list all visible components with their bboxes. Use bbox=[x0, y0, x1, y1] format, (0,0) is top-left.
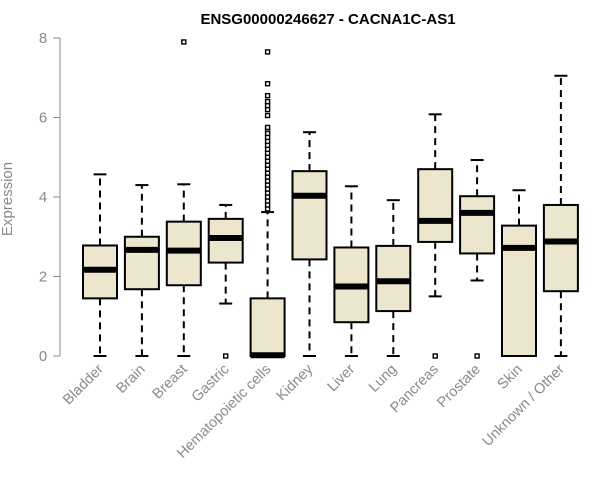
y-tick-label: 6 bbox=[39, 110, 47, 127]
box-group bbox=[417, 113, 454, 359]
outlier-point bbox=[264, 92, 271, 99]
box-iqr bbox=[123, 235, 160, 291]
outlier-point bbox=[264, 112, 271, 119]
box-iqr bbox=[542, 203, 579, 293]
outlier-point bbox=[181, 39, 187, 45]
x-tick-label: Breast bbox=[150, 362, 191, 403]
y-axis-label: Expression bbox=[0, 162, 16, 236]
box-group bbox=[123, 184, 160, 357]
outlier-point bbox=[264, 124, 271, 131]
y-tick-label: 2 bbox=[39, 269, 47, 286]
outlier-point bbox=[432, 353, 438, 359]
box-iqr bbox=[459, 195, 496, 255]
x-tick-label: Lung bbox=[366, 362, 400, 396]
box-group bbox=[82, 173, 118, 357]
outlier-point bbox=[222, 353, 229, 359]
box-group bbox=[375, 199, 412, 357]
y-axis: 0 2 4 6 8 bbox=[39, 30, 61, 365]
box-group bbox=[165, 39, 202, 357]
chart-title: ENSG00000246627 - CACNA1C-AS1 bbox=[200, 11, 455, 28]
outlier-point bbox=[264, 49, 271, 55]
box-group bbox=[333, 185, 370, 357]
box-group bbox=[459, 159, 496, 359]
box-group bbox=[291, 131, 328, 357]
outlier-point bbox=[264, 81, 271, 87]
y-tick-label: 4 bbox=[39, 189, 47, 206]
box-iqr bbox=[291, 170, 328, 261]
y-tick-label: 8 bbox=[39, 30, 47, 47]
box-iqr bbox=[249, 297, 286, 357]
outlier-point bbox=[264, 98, 271, 105]
y-tick-label: 0 bbox=[39, 348, 47, 365]
x-tick-label: Bladder bbox=[60, 361, 107, 408]
x-tick-label: Brain bbox=[113, 362, 148, 397]
box-group bbox=[249, 49, 286, 359]
box-iqr bbox=[417, 168, 454, 243]
box-group bbox=[501, 189, 537, 357]
x-tick-label: Skin bbox=[495, 362, 526, 393]
x-tick-label: Prostate bbox=[434, 362, 483, 411]
box-group bbox=[542, 74, 579, 357]
box-group bbox=[207, 203, 244, 359]
x-tick-label: Liver bbox=[325, 361, 359, 395]
outlier-point bbox=[474, 353, 480, 359]
plot-area bbox=[82, 39, 579, 359]
x-tick-label: Kidney bbox=[274, 361, 317, 404]
